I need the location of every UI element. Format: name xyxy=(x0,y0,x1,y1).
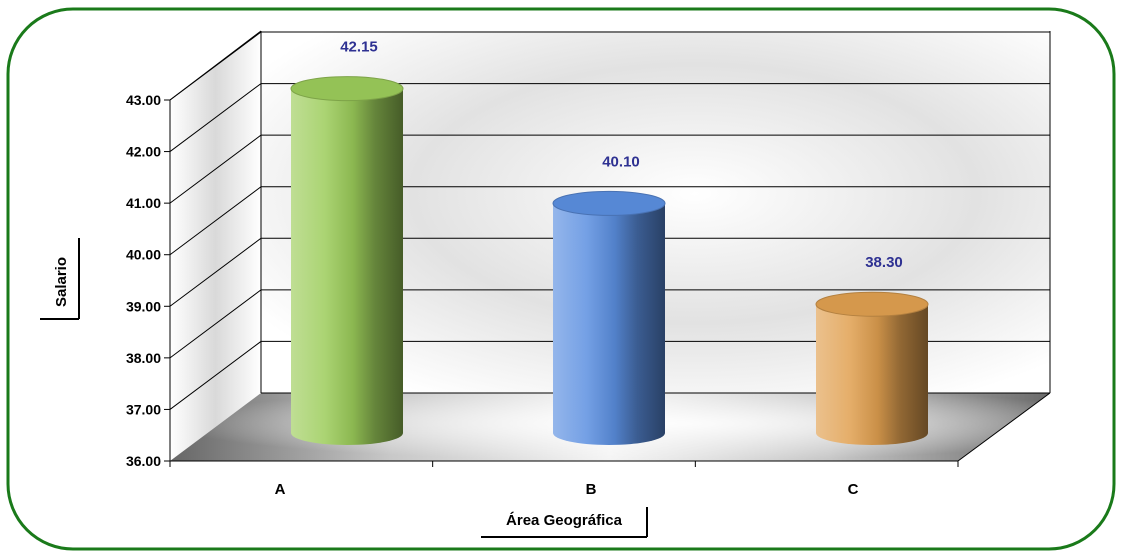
x-tick-label: A xyxy=(275,481,286,498)
side-wall-top-edge xyxy=(169,30,262,101)
bar-top xyxy=(552,190,666,216)
labels: 42.15 40.10 38.30 A B C xyxy=(275,39,903,498)
y-tick-label: 38.00 xyxy=(126,350,161,366)
y-tick-label: 41.00 xyxy=(126,195,161,211)
bar-body xyxy=(291,88,403,445)
bar-C xyxy=(815,291,929,445)
x-tick-label: B xyxy=(586,481,597,498)
bar-top xyxy=(290,76,404,102)
x-tick-label: C xyxy=(848,481,859,498)
y-tick-label: 37.00 xyxy=(126,401,161,417)
bars xyxy=(290,76,929,445)
floor-right-edge xyxy=(957,392,1051,462)
y-axis-title-group: Salario xyxy=(40,238,80,320)
bar-body xyxy=(816,304,928,445)
x-axis-title: Área Geográfica xyxy=(506,512,623,529)
bar-B xyxy=(552,190,666,445)
y-tick-label: 42.00 xyxy=(126,144,161,160)
y-ticks: 36.00 37.00 38.00 39.00 40.00 41.00 42.00 43.00 xyxy=(126,92,959,469)
y-tick-label: 43.00 xyxy=(126,92,161,108)
side-wall xyxy=(170,31,261,461)
y-tick-label: 39.00 xyxy=(126,298,161,314)
data-label: 40.10 xyxy=(602,153,640,170)
bar-body xyxy=(553,203,665,445)
x-axis-title-group: Área Geográfica xyxy=(481,507,648,538)
y-tick-label: 40.00 xyxy=(126,247,161,263)
y-tick-label: 36.00 xyxy=(126,453,161,469)
data-label: 42.15 xyxy=(340,39,378,56)
bar-A xyxy=(290,76,404,445)
data-label: 38.30 xyxy=(865,254,903,271)
y-axis-title: Salario xyxy=(53,257,70,307)
bar-top xyxy=(815,291,929,317)
